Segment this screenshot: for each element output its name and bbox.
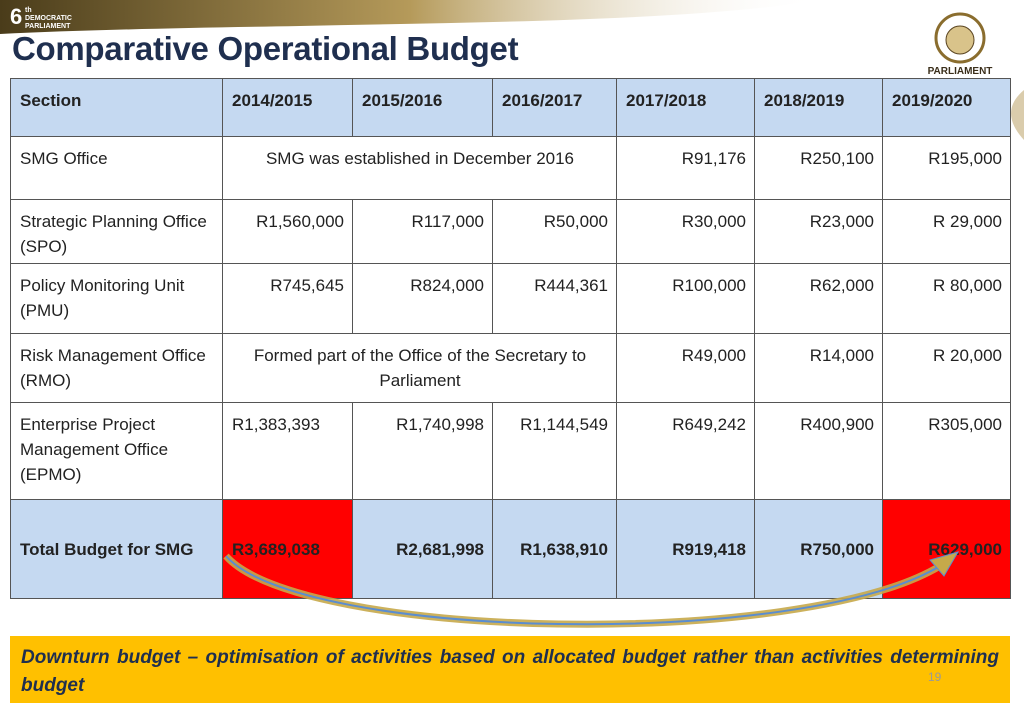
header-cell: 2015/2016: [352, 78, 493, 137]
row: SMG Office SMG was established in Decemb…: [10, 136, 1011, 200]
logo-line: DEMOCRATIC: [25, 15, 72, 22]
cell: R1,560,000: [222, 199, 353, 264]
row: Enterprise Project Management Office (EP…: [10, 402, 1011, 500]
cell: R1,638,910: [492, 499, 617, 599]
cell: R117,000: [352, 199, 493, 264]
cell: R629,000: [882, 499, 1011, 599]
logo-suffix: th: [25, 7, 32, 14]
cell: Risk Management Office (RMO): [10, 333, 223, 403]
title: Comparative Operational Budget: [12, 30, 519, 67]
cell: R305,000: [882, 402, 1011, 500]
cell: R 29,000: [882, 199, 1011, 264]
header-cell: 2018/2019: [754, 78, 883, 137]
cell: R824,000: [352, 263, 493, 334]
cell: R 20,000: [882, 333, 1011, 403]
header-row: Section 2014/2015 2015/2016 2016/2017 20…: [10, 78, 1011, 137]
cell: R1,383,393: [222, 402, 353, 500]
cell: R2,681,998: [352, 499, 493, 599]
header-cell: Section: [10, 78, 223, 137]
cell: R50,000: [492, 199, 617, 264]
header-cell: 2016/2017: [492, 78, 617, 137]
row: Strategic Planning Office (SPO) R1,560,0…: [10, 199, 1011, 264]
cell: Policy Monitoring Unit (PMU): [10, 263, 223, 334]
cell: R1,740,998: [352, 402, 493, 500]
cell: R49,000: [616, 333, 755, 403]
cell: R745,645: [222, 263, 353, 334]
page-number: 19: [928, 670, 942, 684]
footer-banner: Downturn budget – optimisation of activi…: [10, 636, 1010, 703]
header-cell: 2019/2020: [882, 78, 1011, 137]
header-cell: 2014/2015: [222, 78, 353, 137]
cell: R649,242: [616, 402, 755, 500]
cell: R1,144,549: [492, 402, 617, 500]
crest-label: PARLIAMENT: [927, 66, 993, 77]
cell: R250,100: [754, 136, 883, 200]
cell: R62,000: [754, 263, 883, 334]
cell: R3,689,038: [222, 499, 353, 599]
total-row: Total Budget for SMG R3,689,038 R2,681,9…: [10, 499, 1011, 599]
cell: Total Budget for SMG: [10, 499, 223, 599]
cell: R23,000: [754, 199, 883, 264]
logo-line: PARLIAMENT: [25, 23, 71, 30]
cell: R195,000: [882, 136, 1011, 200]
cell: SMG was established in December 2016: [222, 136, 617, 200]
cell: R14,000: [754, 333, 883, 403]
cell: R400,900: [754, 402, 883, 500]
cell: R444,361: [492, 263, 617, 334]
cell: R919,418: [616, 499, 755, 599]
cell: Enterprise Project Management Office (EP…: [10, 402, 223, 500]
cell: SMG Office: [10, 136, 223, 200]
logo-numeral: 6: [10, 4, 23, 29]
cell: R30,000: [616, 199, 755, 264]
row: Risk Management Office (RMO) Formed part…: [10, 333, 1011, 403]
header-swoosh: [0, 0, 1024, 140]
header-cell: 2017/2018: [616, 78, 755, 137]
cell: Formed part of the Office of the Secreta…: [222, 333, 617, 403]
cell: R100,000: [616, 263, 755, 334]
cell: R91,176: [616, 136, 755, 200]
cell: Strategic Planning Office (SPO): [10, 199, 223, 264]
cell: R750,000: [754, 499, 883, 599]
row: Policy Monitoring Unit (PMU) R745,645 R8…: [10, 263, 1011, 334]
budget-table: Section 2014/2015 2015/2016 2016/2017 20…: [10, 78, 1011, 599]
cell: R 80,000: [882, 263, 1011, 334]
